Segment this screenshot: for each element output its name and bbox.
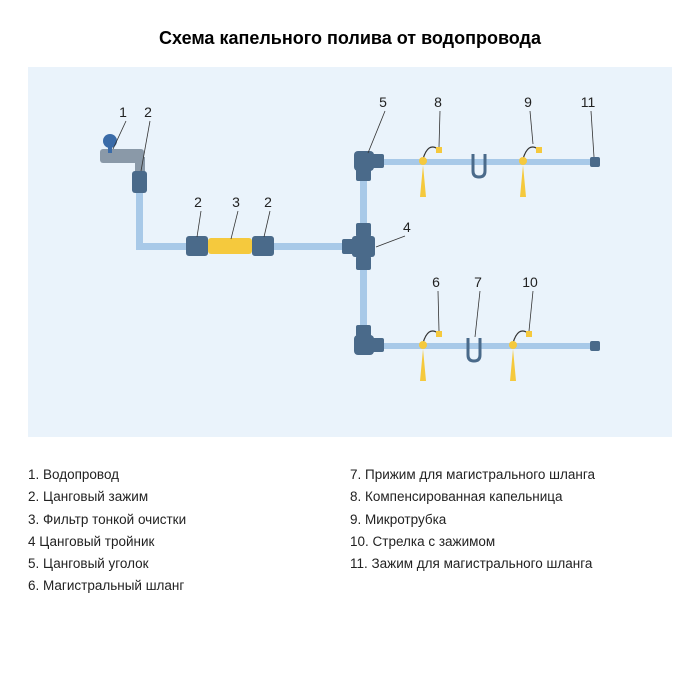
legend-item: 11. Зажим для магистрального шланга (350, 554, 672, 574)
legend-item: 6. Магистральный шланг (28, 576, 350, 596)
irrigation-diagram: 1 2 2 3 2 4 5 8 9 11 6 7 10 (28, 67, 672, 437)
label-9: 9 (524, 94, 532, 110)
label-7: 7 (474, 274, 482, 290)
legend-item: 4 Цанговый тройник (28, 532, 350, 552)
legend-item: 3. Фильтр тонкой очистки (28, 510, 350, 530)
legend-item: 2. Цанговый зажим (28, 487, 350, 507)
legend-item: 7. Прижим для магистрального шланга (350, 465, 672, 485)
label-8: 8 (434, 94, 442, 110)
legend-right-col: 7. Прижим для магистрального шланга 8. К… (350, 465, 672, 599)
page-title: Схема капельного полива от водопровода (0, 0, 700, 67)
label-10: 10 (522, 274, 538, 290)
label-6: 6 (432, 274, 440, 290)
label-3: 3 (232, 194, 240, 210)
legend-item: 5. Цанговый уголок (28, 554, 350, 574)
label-2c: 2 (264, 194, 272, 210)
legend-item: 9. Микротрубка (350, 510, 672, 530)
label-5: 5 (379, 94, 387, 110)
legend: 1. Водопровод 2. Цанговый зажим 3. Фильт… (28, 465, 672, 599)
label-2b: 2 (194, 194, 202, 210)
legend-item: 1. Водопровод (28, 465, 350, 485)
legend-left-col: 1. Водопровод 2. Цанговый зажим 3. Фильт… (28, 465, 350, 599)
label-11: 11 (581, 94, 596, 110)
label-1: 1 (119, 104, 127, 120)
label-4: 4 (403, 219, 411, 235)
legend-item: 10. Стрелка с зажимом (350, 532, 672, 552)
legend-item: 8. Компенсированная капельница (350, 487, 672, 507)
label-2a: 2 (144, 104, 152, 120)
diagram-panel: 1 2 2 3 2 4 5 8 9 11 6 7 10 (28, 67, 672, 437)
